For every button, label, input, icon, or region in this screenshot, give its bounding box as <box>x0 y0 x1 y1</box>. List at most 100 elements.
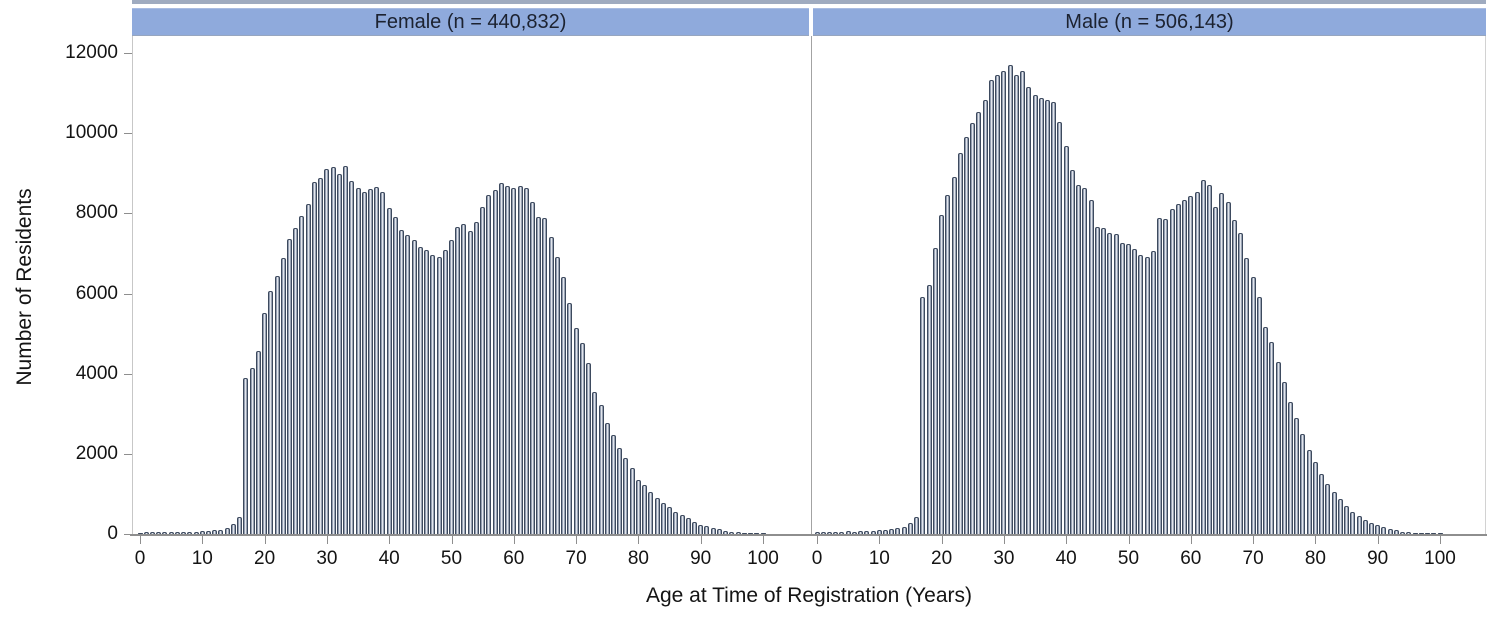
histogram-bar <box>1325 484 1331 534</box>
y-tick-label: 4000 <box>75 362 118 384</box>
y-tick-label: 12000 <box>65 42 118 63</box>
histogram-bar <box>660 503 666 534</box>
histogram-bar <box>405 235 411 534</box>
histogram-bar <box>1344 506 1350 534</box>
x-tick-label: 100 <box>1424 548 1456 569</box>
histogram-bar <box>467 231 473 534</box>
histogram-bar <box>411 240 417 534</box>
x-tick-label: 40 <box>378 548 400 569</box>
x-tick-label: 80 <box>1304 548 1326 569</box>
histogram-bar <box>249 368 255 534</box>
histogram-bar <box>399 230 405 534</box>
panel-divider <box>811 36 812 534</box>
histogram-bar <box>1038 98 1044 534</box>
histogram-bar <box>988 80 994 534</box>
x-tick-label: 80 <box>627 548 649 569</box>
histogram-bar <box>143 532 149 534</box>
histogram-bar <box>1256 297 1262 534</box>
x-tick-mark <box>1253 536 1255 544</box>
histogram-bar <box>274 276 280 534</box>
y-tick-mark <box>124 373 132 375</box>
histogram-bar <box>1350 512 1356 534</box>
histogram-bar <box>511 188 517 534</box>
x-tick-mark <box>1315 536 1317 544</box>
x-tick-label: 0 <box>134 548 146 569</box>
histogram-bar <box>181 532 187 534</box>
histogram-bar <box>349 181 355 534</box>
histogram-bar <box>976 112 982 534</box>
histogram-bar <box>498 183 504 534</box>
histogram-bar <box>939 215 945 534</box>
histogram-bar <box>554 257 560 534</box>
x-axis-line <box>130 534 1487 536</box>
histogram-bar <box>1337 499 1343 534</box>
histogram-bar <box>704 526 710 534</box>
histogram-bar <box>1138 255 1144 534</box>
histogram-bar <box>424 250 430 534</box>
histogram-bar <box>691 522 697 534</box>
histogram-bar <box>889 529 895 534</box>
x-tick-mark <box>817 536 818 544</box>
x-tick-label: 100 <box>747 548 779 569</box>
x-tick-mark <box>1066 536 1068 544</box>
histogram-bar <box>187 532 193 534</box>
histogram-bar <box>851 532 857 534</box>
histogram-bar <box>1032 95 1038 534</box>
histogram-bar <box>926 285 932 534</box>
histogram-bar <box>814 532 820 534</box>
histogram-bar <box>951 177 957 534</box>
histogram-bar <box>729 532 735 534</box>
histogram-bar <box>673 512 679 534</box>
histogram-bar <box>1132 249 1138 534</box>
histogram-bar <box>617 448 623 534</box>
x-tick-mark <box>1190 536 1192 544</box>
histogram-bar <box>1244 258 1250 534</box>
histogram-bar <box>1362 520 1368 534</box>
histogram-bar <box>907 523 913 534</box>
x-tick-mark <box>879 536 881 544</box>
histogram-bar <box>1107 233 1113 534</box>
histogram-bar <box>1200 180 1206 534</box>
x-tick-label: 10 <box>191 548 213 569</box>
histogram-bar <box>579 343 585 534</box>
histogram-bar <box>1319 474 1325 534</box>
y-tick-label: 0 <box>107 523 118 544</box>
histogram-bar <box>623 458 629 534</box>
histogram-bar <box>561 277 567 534</box>
histogram-bar <box>1144 257 1150 534</box>
histogram-bar <box>754 533 760 534</box>
panels-container: Female (n = 440,832) Male (n = 506,143) <box>132 8 1486 534</box>
histogram-bar <box>592 392 598 534</box>
histogram-bar <box>945 195 951 534</box>
y-axis-title: Number of Residents <box>13 188 36 386</box>
y-tick-mark <box>124 133 132 135</box>
histogram-bar <box>1437 533 1443 534</box>
x-tick-mark <box>326 536 328 544</box>
histogram-bar <box>826 532 832 534</box>
histogram-bar <box>698 525 704 534</box>
x-tick-mark <box>763 536 764 544</box>
histogram-bar <box>430 255 436 534</box>
histogram-bar <box>914 517 920 534</box>
histogram-bar <box>1057 122 1063 534</box>
histogram-bar <box>505 186 511 534</box>
histogram-bar <box>1269 342 1275 534</box>
histogram-bar <box>436 257 442 534</box>
histogram-bar <box>1406 532 1412 534</box>
histogram-bar <box>1169 209 1175 534</box>
histogram-bar <box>386 208 392 534</box>
histogram-bar <box>833 532 839 534</box>
histogram-bar <box>1412 533 1418 534</box>
histogram-bar <box>1312 462 1318 534</box>
histogram-bar <box>932 248 938 534</box>
histogram-bar <box>1263 327 1269 534</box>
x-tick-label: 90 <box>1367 548 1389 569</box>
x-axis-title: Age at Time of Registration (Years) <box>645 584 973 607</box>
x-tick-label: 50 <box>1117 548 1140 569</box>
x-tick-label: 40 <box>1055 548 1077 569</box>
histogram-bar <box>542 218 548 534</box>
histogram-bar <box>1294 418 1300 534</box>
histogram-bar <box>536 217 542 534</box>
histogram-bar <box>1387 529 1393 534</box>
x-tick-label: 20 <box>931 548 953 569</box>
